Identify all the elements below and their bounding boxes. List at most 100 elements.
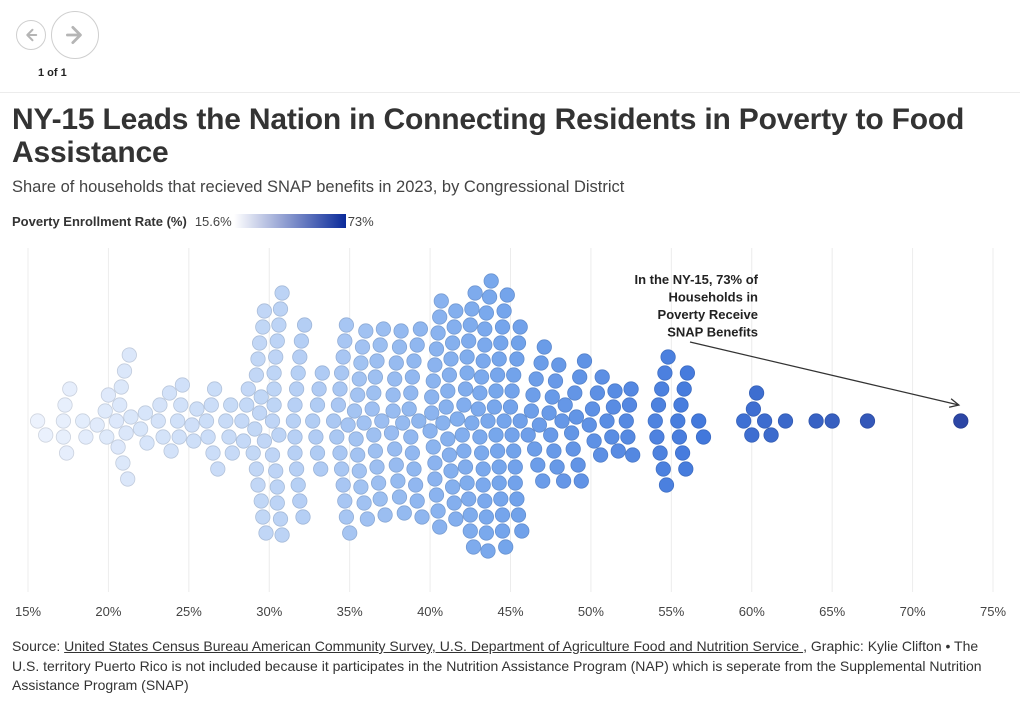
district-dot[interactable] bbox=[377, 507, 393, 523]
district-dot[interactable] bbox=[444, 335, 461, 351]
district-dot[interactable] bbox=[113, 379, 129, 395]
district-dot[interactable] bbox=[736, 413, 752, 429]
district-dot[interactable] bbox=[748, 385, 765, 401]
district-dot[interactable] bbox=[459, 349, 475, 365]
district-dot[interactable] bbox=[523, 403, 540, 419]
district-dot[interactable] bbox=[649, 429, 665, 445]
district-dot[interactable] bbox=[57, 397, 73, 413]
district-dot[interactable] bbox=[269, 333, 285, 349]
district-dot[interactable] bbox=[435, 415, 451, 431]
district-dot[interactable] bbox=[367, 443, 383, 459]
district-dot[interactable] bbox=[676, 381, 692, 397]
district-dot[interactable] bbox=[446, 495, 462, 511]
district-dot[interactable] bbox=[387, 441, 403, 457]
district-dot[interactable] bbox=[335, 477, 351, 493]
district-dot[interactable] bbox=[309, 397, 326, 413]
district-dot[interactable] bbox=[332, 445, 348, 461]
district-dot[interactable] bbox=[526, 441, 543, 457]
district-dot[interactable] bbox=[170, 413, 186, 429]
district-dot[interactable] bbox=[472, 429, 488, 445]
district-dot[interactable] bbox=[329, 429, 345, 445]
district-dot[interactable] bbox=[388, 355, 404, 371]
district-dot[interactable] bbox=[427, 455, 443, 471]
district-dot[interactable] bbox=[186, 433, 202, 449]
district-dot[interactable] bbox=[255, 509, 271, 525]
district-dot[interactable] bbox=[480, 543, 496, 559]
district-dot[interactable] bbox=[411, 413, 427, 429]
district-dot[interactable] bbox=[756, 413, 773, 429]
district-dot[interactable] bbox=[248, 367, 264, 383]
district-dot[interactable] bbox=[507, 459, 523, 475]
district-dot[interactable] bbox=[432, 309, 448, 325]
district-dot[interactable] bbox=[342, 525, 358, 541]
district-dot[interactable] bbox=[547, 373, 564, 389]
district-dot[interactable] bbox=[475, 461, 491, 477]
district-dot[interactable] bbox=[174, 377, 190, 393]
district-dot[interactable] bbox=[370, 475, 387, 491]
district-dot[interactable] bbox=[477, 493, 493, 509]
district-dot[interactable] bbox=[478, 509, 494, 525]
district-dot[interactable] bbox=[385, 387, 401, 403]
district-dot[interactable] bbox=[657, 365, 673, 381]
district-dot[interactable] bbox=[292, 493, 308, 509]
district-dot[interactable] bbox=[287, 397, 303, 413]
district-dot[interactable] bbox=[395, 415, 411, 431]
district-dot[interactable] bbox=[414, 509, 430, 525]
district-dot[interactable] bbox=[351, 371, 367, 387]
district-dot[interactable] bbox=[268, 349, 284, 365]
district-dot[interactable] bbox=[266, 381, 282, 397]
district-dot[interactable] bbox=[491, 351, 507, 367]
district-dot[interactable] bbox=[155, 429, 171, 445]
district-dot[interactable] bbox=[311, 381, 327, 397]
district-dot[interactable] bbox=[406, 353, 422, 369]
district-dot[interactable] bbox=[441, 447, 457, 463]
district-dot[interactable] bbox=[551, 357, 567, 373]
district-dot[interactable] bbox=[409, 493, 425, 509]
district-dot[interactable] bbox=[296, 317, 313, 333]
district-dot[interactable] bbox=[369, 459, 385, 475]
district-dot[interactable] bbox=[465, 539, 482, 555]
district-dot[interactable] bbox=[543, 427, 559, 443]
district-dot[interactable] bbox=[200, 429, 216, 445]
district-dot[interactable] bbox=[292, 349, 308, 365]
district-dot[interactable] bbox=[133, 421, 149, 437]
district-dot[interactable] bbox=[599, 413, 615, 429]
district-dot[interactable] bbox=[457, 381, 474, 397]
district-dot[interactable] bbox=[454, 427, 470, 443]
district-dot[interactable] bbox=[533, 355, 549, 371]
district-dot[interactable] bbox=[240, 381, 256, 397]
district-dot[interactable] bbox=[274, 527, 290, 543]
district-dot[interactable] bbox=[425, 373, 441, 389]
district-dot[interactable] bbox=[568, 409, 585, 425]
district-dot[interactable] bbox=[581, 417, 597, 433]
district-dot[interactable] bbox=[660, 349, 676, 365]
district-dot[interactable] bbox=[264, 413, 281, 429]
district-dot[interactable] bbox=[407, 477, 424, 493]
district-dot[interactable] bbox=[493, 335, 509, 351]
district-dot[interactable] bbox=[478, 305, 494, 321]
district-dot[interactable] bbox=[385, 403, 401, 419]
district-dot[interactable] bbox=[584, 401, 601, 417]
district-dot[interactable] bbox=[62, 381, 78, 397]
district-dot[interactable] bbox=[271, 317, 287, 333]
district-dot[interactable] bbox=[440, 431, 456, 447]
district-dot[interactable] bbox=[391, 339, 408, 355]
district-dot[interactable] bbox=[512, 319, 528, 335]
district-dot[interactable] bbox=[287, 445, 303, 461]
district-dot[interactable] bbox=[350, 447, 366, 463]
district-dot[interactable] bbox=[338, 509, 354, 525]
district-dot[interactable] bbox=[480, 413, 496, 429]
district-dot[interactable] bbox=[356, 415, 372, 431]
district-dot[interactable] bbox=[256, 433, 272, 449]
district-dot[interactable] bbox=[335, 349, 351, 365]
district-dot[interactable] bbox=[541, 405, 557, 421]
district-dot[interactable] bbox=[388, 457, 404, 473]
district-dot[interactable] bbox=[255, 319, 271, 335]
district-dot[interactable] bbox=[268, 463, 284, 479]
next-button[interactable] bbox=[51, 11, 99, 59]
district-dot[interactable] bbox=[565, 441, 581, 457]
district-dot[interactable] bbox=[337, 493, 353, 509]
district-dot[interactable] bbox=[253, 493, 269, 509]
district-dot[interactable] bbox=[325, 413, 342, 429]
district-dot[interactable] bbox=[293, 333, 309, 349]
